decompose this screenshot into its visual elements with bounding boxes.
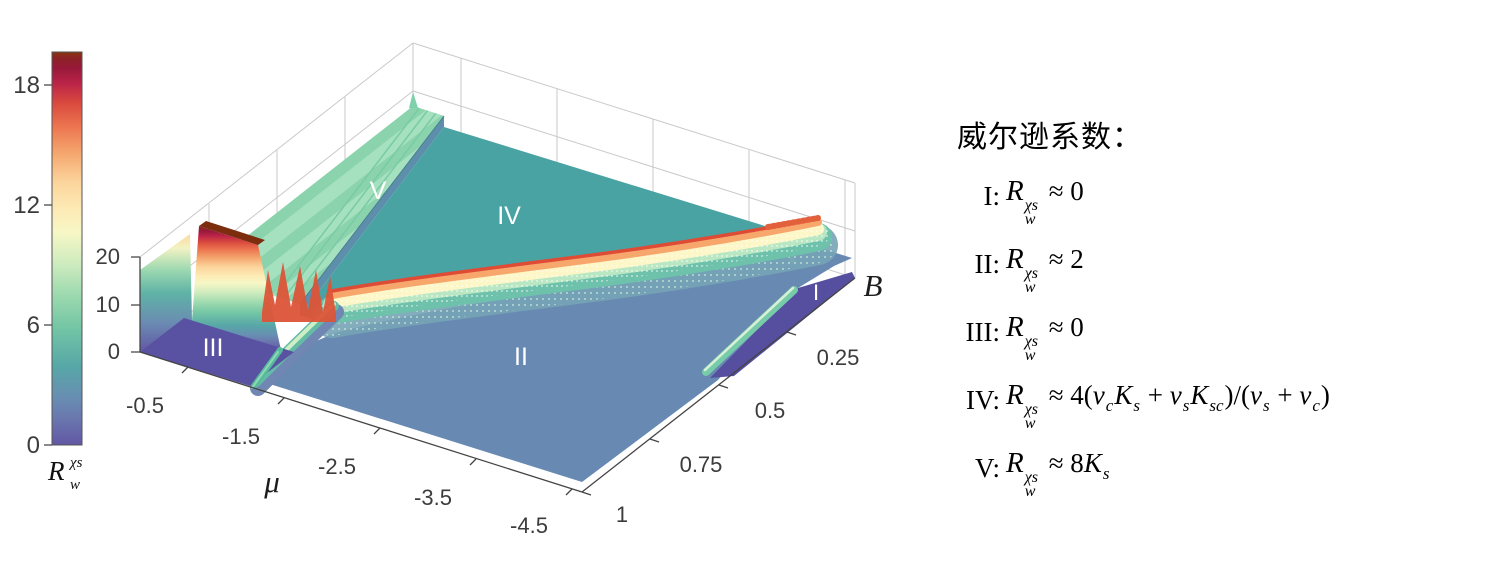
x-axis-line bbox=[139, 351, 583, 493]
region-label-iv: IV bbox=[497, 202, 521, 230]
formula-segment: ≈ 0 bbox=[1041, 312, 1084, 342]
legend-item-numeral: IV: bbox=[966, 384, 1000, 415]
y-tick-2: 0.75 bbox=[680, 452, 723, 477]
formula-segment: v bbox=[1092, 380, 1105, 410]
formula-segment: c bbox=[1312, 396, 1320, 415]
x-tick-0: -0.5 bbox=[126, 393, 164, 418]
z-tick-1: 10 bbox=[96, 292, 120, 317]
ridge-ii-iv bbox=[312, 215, 838, 338]
legend-item-numeral: II: bbox=[974, 248, 1000, 279]
colorbar-tick-18: 18 bbox=[13, 72, 40, 99]
formula-segment: ≈ 2 bbox=[1041, 244, 1084, 274]
formula-segment: ) bbox=[1320, 380, 1330, 410]
y-tick-3: 1 bbox=[616, 502, 628, 527]
v-step-drop-face bbox=[300, 116, 444, 316]
colorbar-tick-6: 6 bbox=[27, 312, 40, 339]
colorbar-label: R χs w bbox=[47, 455, 83, 493]
axis-tick-labels: -0.5 -1.5 -2.5 -3.5 -4.5 0.25 0.5 0.75 1… bbox=[96, 244, 883, 538]
y-tick-0: 0.25 bbox=[817, 345, 860, 370]
surface-plot: -0.5 -1.5 -2.5 -3.5 -4.5 0.25 0.5 0.75 1… bbox=[13, 42, 883, 538]
colorbar-label-sub: w bbox=[70, 477, 80, 493]
x-tick-1: -1.5 bbox=[222, 424, 260, 449]
z-tick-0: 20 bbox=[96, 244, 120, 269]
x-tick-4: -4.5 bbox=[510, 513, 548, 538]
colorbar-tick-12: 12 bbox=[13, 192, 40, 219]
formula-segment: s bbox=[1182, 396, 1190, 415]
formula-segment: K bbox=[1190, 380, 1209, 410]
formula-segment: v bbox=[1299, 380, 1312, 410]
colorbar-ticks bbox=[44, 84, 52, 446]
colorbar-tick-0: 0 bbox=[27, 432, 40, 459]
formula-segment: ≈ 0 bbox=[1041, 176, 1084, 206]
region-labels: III V IV II I bbox=[203, 177, 819, 371]
x-tick-2: -2.5 bbox=[318, 454, 356, 479]
peak-wall-top-face bbox=[199, 221, 265, 245]
formula-segment: s bbox=[1102, 464, 1110, 483]
region-label-ii: II bbox=[514, 343, 528, 371]
legend-title: 威尔逊系数： bbox=[957, 121, 1143, 154]
y-axis-label: B bbox=[864, 268, 883, 303]
y-tick-1: 0.5 bbox=[755, 398, 786, 423]
formula-segment: sc bbox=[1209, 396, 1224, 415]
formula-segment: K bbox=[1114, 380, 1133, 410]
formula-segment: K bbox=[1083, 448, 1102, 478]
surface-region-iii bbox=[140, 318, 294, 389]
formula-segment: ≈ 8 bbox=[1041, 448, 1084, 478]
region-label-iii: III bbox=[203, 334, 224, 362]
region-label-v: V bbox=[370, 177, 387, 205]
surface-region-ii bbox=[257, 248, 852, 482]
colorbar-gradient bbox=[51, 51, 83, 446]
formula-segment: v bbox=[1169, 380, 1182, 410]
formula-segment: + bbox=[1140, 380, 1170, 410]
formula-segment: s bbox=[1262, 396, 1270, 415]
x-tick-3: -3.5 bbox=[414, 485, 452, 510]
z-tick-2: 0 bbox=[108, 339, 120, 364]
x-axis-label: μ bbox=[263, 464, 280, 499]
peak-wall bbox=[140, 221, 336, 352]
formula-segment: c bbox=[1105, 396, 1114, 415]
colorbar-label-sup: χs bbox=[68, 455, 83, 471]
surface-region-v bbox=[200, 92, 445, 316]
legend-item-numeral: V: bbox=[975, 452, 1000, 483]
formula-segment: + bbox=[1270, 380, 1300, 410]
v-plateau-spike bbox=[409, 92, 418, 108]
surface-region-iv bbox=[300, 127, 820, 322]
colorbar-label-base: R bbox=[47, 456, 65, 486]
peak-wall-end-spikes bbox=[262, 262, 336, 322]
formula-segment: ≈ 4( bbox=[1041, 380, 1093, 410]
region-label-i: I bbox=[813, 280, 819, 305]
legend-item-numeral: I: bbox=[983, 180, 1001, 211]
formula-segment: v bbox=[1249, 380, 1262, 410]
legend-item-numeral: III: bbox=[965, 316, 1000, 347]
peak-wall-front-face bbox=[192, 226, 281, 350]
axis-lines bbox=[131, 256, 856, 496]
colorbar: 18 12 6 0 R χs w bbox=[13, 51, 83, 493]
y-axis-line bbox=[581, 277, 856, 493]
formula-segment: )/( bbox=[1224, 380, 1250, 410]
formula-segment: s bbox=[1133, 396, 1140, 415]
ridge-i-ii bbox=[702, 286, 798, 376]
